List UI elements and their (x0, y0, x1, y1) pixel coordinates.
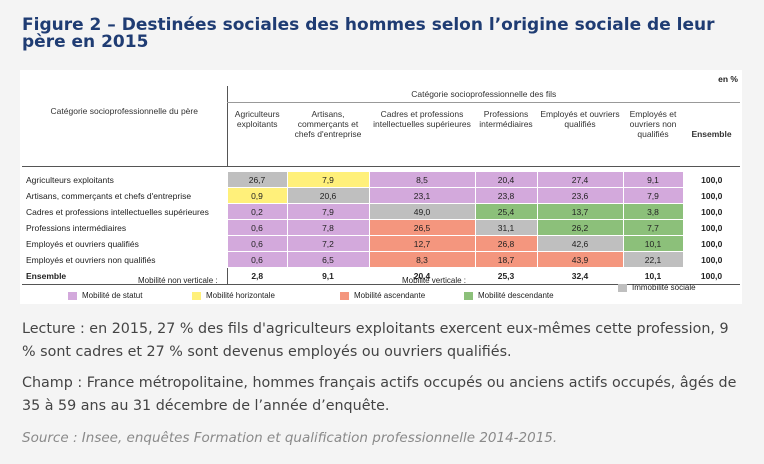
cell: 26,7 (226, 172, 287, 188)
cell: 42,6 (536, 235, 623, 252)
cell: 100,0 (682, 203, 741, 220)
column-header: Professions intermédiaires (475, 102, 537, 168)
cell: 7,9 (286, 172, 369, 188)
cell: 10,1 (623, 267, 683, 285)
legend-heading: Mobilité verticale : (402, 276, 467, 285)
total-row: Ensemble 2,8 9,1 20,4 25,3 32,4 10,1 100,0 (22, 267, 741, 285)
cell: 3,8 (622, 203, 683, 220)
row-label: Cadres et professions intellectuelles su… (22, 203, 227, 220)
source-note: Source : Insee, enquêtes Formation et qu… (22, 430, 558, 446)
cell: 12,7 (368, 235, 475, 252)
row-label: Employés et ouvriers non qualifiés (22, 251, 227, 268)
row-header: Catégorie socioprofessionnelle du père (22, 86, 227, 167)
column-header: Employés et ouvriers non qualifiés (623, 102, 683, 168)
cell: 100,0 (682, 219, 741, 236)
cell: 8,3 (368, 251, 475, 268)
cell: 20,6 (286, 187, 369, 204)
cell: 7,8 (286, 219, 369, 236)
header-row: Catégorie socioprofessionnelle du père Ca… (22, 86, 741, 167)
scope-note: Champ : France métropolitaine, hommes fr… (22, 375, 737, 414)
column-header: Agriculteurs exploitants (226, 102, 287, 168)
legend-heading: Mobilité non verticale : (138, 276, 218, 285)
cell: 8,5 (368, 172, 475, 188)
table-row: Employés et ouvriers non qualifiés 0,6 6,5… (22, 251, 741, 268)
row-label: Professions intermédiaires (22, 219, 227, 236)
cell: 100,0 (682, 251, 741, 268)
cell: 7,9 (622, 187, 683, 204)
row-label: Agriculteurs exploitants (22, 172, 227, 188)
column-header: Cadres et professions intellectuelles su… (369, 102, 475, 168)
legend-swatch (618, 284, 627, 292)
cell: 26,5 (368, 219, 475, 236)
table-row: Agriculteurs exploitants 26,7 7,9 8,5 20,4 27… (22, 172, 741, 188)
cell: 7,9 (286, 203, 369, 220)
cell: 31,1 (474, 219, 537, 236)
cell: 26,2 (536, 219, 623, 236)
figure-title: Figure 2 – Destinées sociales des hommes… (22, 15, 715, 52)
cell: 22,1 (622, 251, 683, 268)
legend-label: Mobilité horizontale (206, 291, 275, 300)
cell: 25,4 (474, 203, 537, 220)
cell: 26,8 (474, 235, 537, 252)
legend-label: Immobilité sociale (632, 283, 696, 292)
cell: 6,5 (286, 251, 369, 268)
legend-swatch (192, 292, 201, 300)
legend-label: Mobilité de statut (82, 291, 143, 300)
cell: 0,6 (226, 219, 287, 236)
table-row: Cadres et professions intellectuelles su… (22, 203, 741, 220)
cell: 0,6 (226, 235, 287, 252)
cell: 23,1 (368, 187, 475, 204)
row-label: Ensemble (22, 267, 227, 285)
cell: 20,4 (369, 267, 475, 285)
column-header: Artisans, commerçants et chefs d'entrepr… (287, 102, 369, 168)
cell: 23,6 (536, 187, 623, 204)
cell: 9,1 (287, 267, 369, 285)
legend-swatch (340, 292, 349, 300)
cell: 43,9 (536, 251, 623, 268)
table-row: Professions intermédiaires 0,6 7,8 26,5 31,1… (22, 219, 741, 236)
cell: 20,4 (474, 172, 537, 188)
legend-swatch (68, 292, 77, 300)
cell: 10,1 (622, 235, 683, 252)
legend: Mobilité non verticale : Mobilité vertica… (20, 274, 742, 304)
cell: 0,9 (226, 187, 287, 204)
table-row: Artisans, commerçants et chefs d'entrepr… (22, 187, 741, 204)
cell: 7,7 (622, 219, 683, 236)
cell: 100,0 (683, 267, 741, 285)
cell: 0,6 (226, 251, 287, 268)
unit: en % (718, 74, 738, 84)
cell: 2,8 (226, 267, 287, 285)
cell: 9,1 (622, 172, 683, 188)
mobility-table: Catégorie socioprofessionnelle du père Ca… (22, 86, 741, 285)
column-header: Ensemble (683, 102, 741, 168)
cell: 100,0 (682, 235, 741, 252)
legend-label: Mobilité descendante (478, 291, 554, 300)
cell: 18,7 (474, 251, 537, 268)
header-row: Agriculteurs exploitants Artisans, commer… (22, 102, 741, 168)
figure: en % Catégorie socioprofessionnelle du p… (20, 70, 742, 304)
table-row: Employés et ouvriers qualifiés 0,6 7,2 12,7… (22, 235, 741, 252)
column-header: Employés et ouvriers qualifiés (537, 102, 623, 168)
row-label: Artisans, commerçants et chefs d'entrepr… (22, 187, 227, 204)
cell: 13,7 (536, 203, 623, 220)
cell: 0,2 (226, 203, 287, 220)
cell: 49,0 (368, 203, 475, 220)
cell: 25,3 (475, 267, 537, 285)
cell: 7,2 (286, 235, 369, 252)
cell: 100,0 (682, 172, 741, 188)
cell: 32,4 (537, 267, 623, 285)
reading-note: Lecture : en 2015, 27 % des fils d'agric… (22, 321, 729, 360)
cell: 23,8 (474, 187, 537, 204)
row-label: Employés et ouvriers qualifiés (22, 235, 227, 252)
cell: 27,4 (536, 172, 623, 188)
legend-label: Mobilité ascendante (354, 291, 426, 300)
cell: 100,0 (682, 187, 741, 204)
column-group-header: Catégorie socioprofessionnelle des fils (226, 86, 741, 103)
legend-swatch (464, 292, 473, 300)
